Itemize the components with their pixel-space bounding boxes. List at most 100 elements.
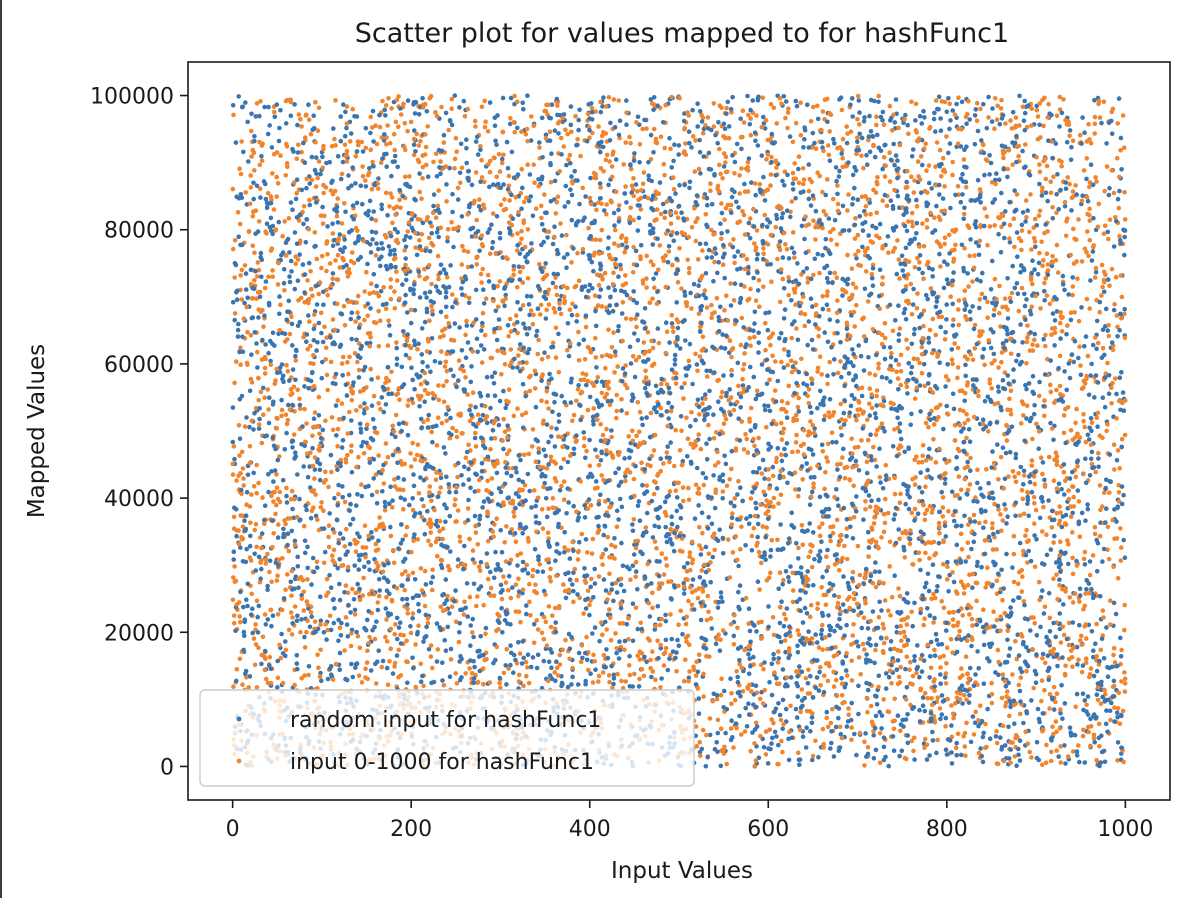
random-input-point bbox=[555, 271, 561, 277]
input-0-1000-point bbox=[964, 697, 969, 703]
random-input-point bbox=[458, 141, 464, 147]
random-input-point bbox=[379, 254, 384, 260]
random-input-point bbox=[286, 402, 291, 408]
random-input-point bbox=[283, 639, 288, 644]
random-input-point bbox=[1104, 141, 1109, 146]
random-input-point bbox=[646, 173, 651, 178]
input-0-1000-point bbox=[352, 612, 358, 617]
random-input-point bbox=[357, 421, 363, 427]
random-input-point bbox=[850, 202, 855, 207]
input-0-1000-point bbox=[280, 556, 285, 561]
input-0-1000-point bbox=[739, 524, 744, 530]
random-input-point bbox=[703, 763, 709, 769]
input-0-1000-point bbox=[1070, 664, 1075, 669]
random-input-point bbox=[380, 246, 386, 251]
input-0-1000-point bbox=[404, 338, 410, 344]
input-0-1000-point bbox=[1066, 642, 1072, 648]
input-0-1000-point bbox=[1088, 724, 1094, 729]
input-0-1000-point bbox=[356, 673, 362, 678]
random-input-point bbox=[1082, 698, 1088, 703]
input-0-1000-point bbox=[785, 125, 790, 131]
random-input-point bbox=[747, 364, 753, 370]
random-input-point bbox=[695, 124, 700, 129]
input-0-1000-point bbox=[1054, 510, 1060, 516]
input-0-1000-point bbox=[516, 593, 521, 599]
random-input-point bbox=[750, 98, 755, 103]
input-0-1000-point bbox=[928, 665, 934, 671]
random-input-point bbox=[287, 279, 293, 285]
input-0-1000-point bbox=[1120, 113, 1126, 118]
input-0-1000-point bbox=[1037, 162, 1042, 167]
input-0-1000-point bbox=[331, 547, 337, 553]
random-input-point bbox=[466, 497, 471, 503]
random-input-point bbox=[844, 326, 850, 332]
random-input-point bbox=[1109, 131, 1115, 136]
random-input-point bbox=[541, 658, 547, 664]
random-input-point bbox=[434, 659, 440, 664]
input-0-1000-point bbox=[1116, 205, 1122, 211]
input-0-1000-point bbox=[790, 599, 796, 605]
input-0-1000-point bbox=[718, 726, 724, 732]
random-input-point bbox=[558, 465, 564, 471]
random-input-point bbox=[813, 208, 819, 214]
input-0-1000-point bbox=[682, 125, 687, 131]
input-0-1000-point bbox=[435, 253, 441, 259]
random-input-point bbox=[399, 364, 405, 370]
input-0-1000-point bbox=[779, 452, 784, 458]
random-input-point bbox=[336, 482, 341, 488]
input-0-1000-point bbox=[892, 491, 898, 497]
random-input-point bbox=[244, 415, 249, 420]
input-0-1000-point bbox=[1092, 131, 1097, 136]
input-0-1000-point bbox=[876, 365, 881, 371]
input-0-1000-point bbox=[497, 169, 503, 174]
random-input-point bbox=[686, 675, 692, 681]
random-input-point bbox=[478, 343, 484, 348]
input-0-1000-point bbox=[254, 598, 260, 604]
random-input-point bbox=[294, 618, 300, 623]
input-0-1000-point bbox=[873, 190, 879, 195]
input-0-1000-point bbox=[1019, 568, 1025, 573]
input-0-1000-point bbox=[512, 93, 517, 99]
input-0-1000-point bbox=[657, 243, 663, 248]
input-0-1000-point bbox=[429, 281, 434, 287]
input-0-1000-point bbox=[639, 460, 644, 466]
random-input-point bbox=[440, 678, 445, 683]
input-0-1000-point bbox=[664, 563, 670, 568]
random-input-point bbox=[941, 285, 947, 291]
input-0-1000-point bbox=[1097, 115, 1103, 120]
random-input-point bbox=[920, 703, 926, 708]
input-0-1000-point bbox=[257, 186, 263, 192]
random-input-point bbox=[673, 191, 678, 196]
random-input-point bbox=[559, 152, 564, 157]
random-input-point bbox=[257, 113, 262, 119]
random-input-point bbox=[497, 675, 503, 681]
random-input-point bbox=[543, 496, 549, 501]
random-input-point bbox=[879, 608, 884, 613]
random-input-point bbox=[1032, 533, 1037, 538]
input-0-1000-point bbox=[712, 259, 717, 265]
input-0-1000-point bbox=[385, 123, 390, 128]
random-input-point bbox=[417, 171, 422, 176]
random-input-point bbox=[711, 278, 716, 284]
random-input-point bbox=[980, 417, 986, 423]
input-0-1000-point bbox=[1027, 749, 1032, 755]
input-0-1000-point bbox=[820, 448, 826, 454]
input-0-1000-point bbox=[305, 618, 310, 624]
input-0-1000-point bbox=[689, 306, 694, 311]
random-input-point bbox=[552, 128, 558, 133]
input-0-1000-point bbox=[963, 314, 968, 319]
random-input-point bbox=[390, 671, 396, 676]
input-0-1000-point bbox=[784, 675, 790, 680]
input-0-1000-point bbox=[513, 539, 519, 545]
input-0-1000-point bbox=[757, 587, 762, 592]
random-input-point bbox=[767, 408, 773, 414]
input-0-1000-point bbox=[736, 478, 741, 484]
input-0-1000-point bbox=[786, 293, 791, 298]
random-input-point bbox=[1026, 474, 1032, 479]
input-0-1000-point bbox=[291, 432, 297, 437]
random-input-point bbox=[478, 634, 484, 639]
input-0-1000-point bbox=[462, 114, 468, 119]
input-0-1000-point bbox=[1006, 474, 1011, 479]
random-input-point bbox=[669, 514, 674, 519]
random-input-point bbox=[748, 428, 753, 433]
